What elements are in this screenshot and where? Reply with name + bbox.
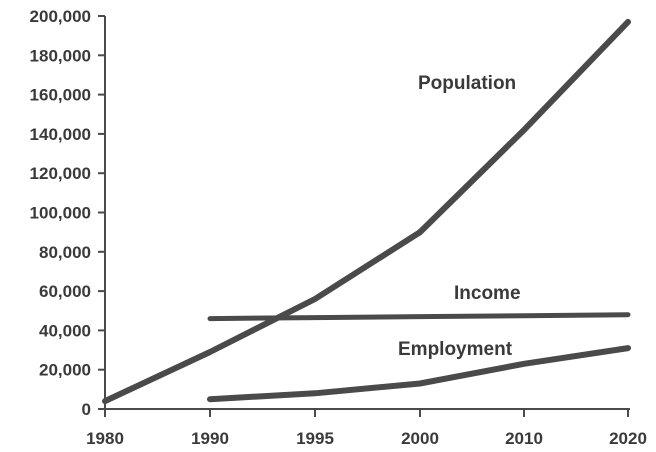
y-tick-label: 40,000: [39, 321, 91, 340]
y-tick-label: 120,000: [30, 164, 91, 183]
y-tick-label: 180,000: [30, 46, 91, 65]
x-tick-label: 2010: [505, 429, 543, 448]
x-axis-ticks: 1980 1990 1995 2000 2010 2020: [86, 409, 647, 448]
series-line-income: [207, 312, 631, 322]
x-tick-label: 1980: [86, 429, 124, 448]
y-tick-label: 140,000: [30, 125, 91, 144]
y-tick-label: 160,000: [30, 86, 91, 105]
series-labels: Population Income Employment: [398, 73, 521, 360]
y-tick-label: 20,000: [39, 361, 91, 380]
series-line-employment: [207, 345, 631, 403]
series-line-population: [102, 18, 631, 405]
x-tick-label: 2000: [401, 429, 439, 448]
x-tick-label: 1995: [296, 429, 334, 448]
y-tick-label: 100,000: [30, 204, 91, 223]
y-tick-label: 80,000: [39, 243, 91, 262]
y-tick-label: 0: [82, 400, 91, 419]
series-label-income: Income: [454, 283, 521, 304]
y-tick-label: 200,000: [30, 7, 91, 26]
x-tick-label: 1990: [191, 429, 229, 448]
series-label-employment: Employment: [398, 339, 513, 360]
y-axis-ticks: 0 20,000 40,000 60,000 80,000 100,000 120,000 1…: [30, 7, 105, 419]
series-lines: [102, 18, 631, 405]
chart-axes: [104, 16, 630, 410]
series-label-population: Population: [418, 73, 516, 94]
y-tick-label: 60,000: [39, 282, 91, 301]
x-tick-label: 2020: [609, 429, 647, 448]
